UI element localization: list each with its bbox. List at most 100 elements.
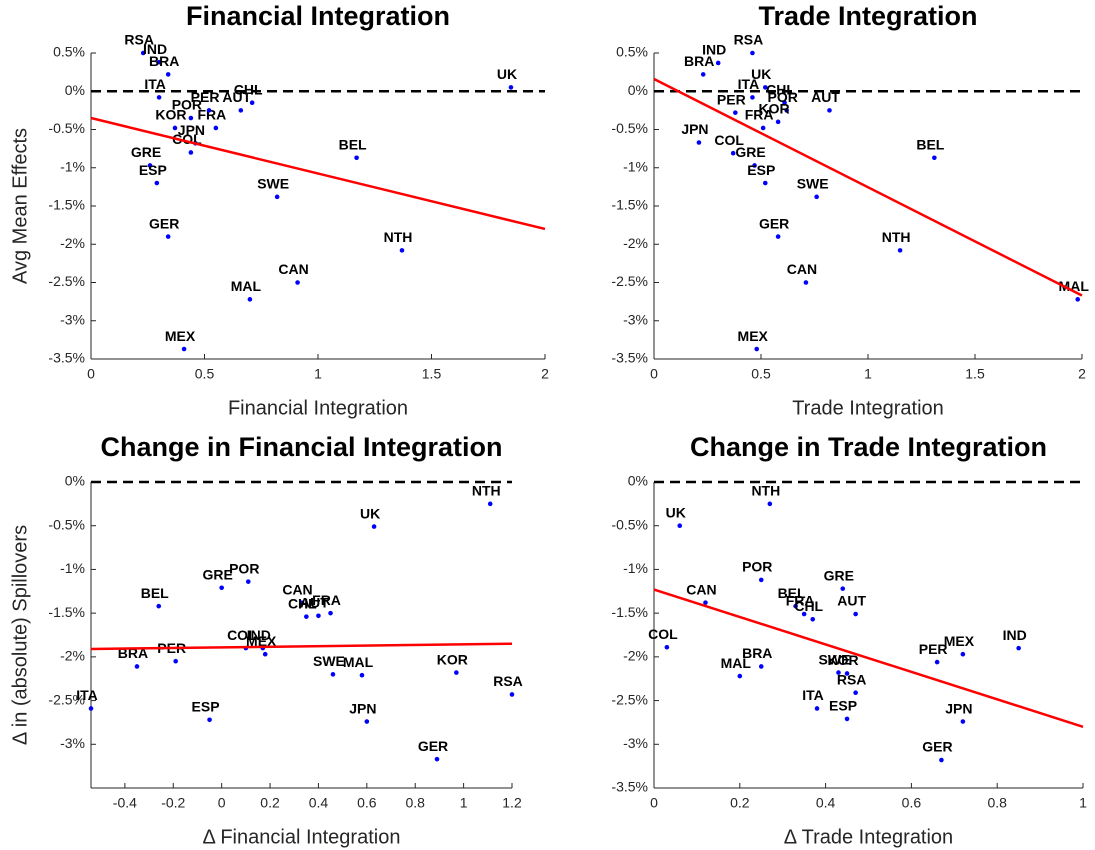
data-point	[960, 651, 966, 657]
y-tick-label: -3%	[60, 311, 85, 327]
point-label: FRA	[786, 593, 815, 609]
data-point	[715, 60, 721, 66]
point-label: CHL	[288, 595, 317, 611]
data-point	[696, 140, 702, 145]
data-point	[775, 234, 781, 239]
data-point	[754, 346, 760, 352]
data-point	[487, 501, 493, 507]
x-tick-label: 0.8	[405, 795, 425, 811]
subplot: Change in Trade Integration Δ Trade Integ…	[611, 432, 1087, 848]
point-label: GER	[149, 215, 179, 231]
data-point	[853, 690, 858, 696]
point-label: COL	[714, 132, 744, 148]
data-point	[1016, 645, 1021, 651]
data-point	[803, 280, 809, 285]
point-label: MAL	[231, 278, 262, 294]
x-tick-label: 0	[87, 366, 95, 382]
data-point	[762, 180, 768, 186]
data-point	[165, 234, 171, 239]
x-tick-label: 0	[218, 795, 226, 811]
subplot: Financial Integration Financial Integrati…	[9, 1, 549, 419]
point-label: MEX	[165, 328, 196, 344]
x-tick-label: -0.2	[161, 795, 185, 811]
data-point	[364, 719, 370, 724]
x-tick-label: 0.8	[987, 795, 1007, 811]
data-point	[88, 706, 94, 711]
point-label: RSA	[493, 673, 523, 689]
point-label: KOR	[759, 101, 790, 117]
x-tick-label: 0.2	[730, 795, 750, 811]
x-axis-label: Δ Financial Integration	[203, 826, 401, 848]
data-point	[262, 651, 268, 657]
data-point	[752, 163, 757, 168]
x-tick-label: 1.2	[502, 795, 522, 811]
point-label: ITA	[802, 687, 824, 703]
point-label: JPN	[681, 121, 708, 137]
x-tick-label: 0.6	[357, 795, 377, 811]
point-label: RSA	[734, 32, 764, 48]
data-point	[316, 613, 321, 619]
data-point	[371, 524, 377, 529]
point-label: SWE	[819, 651, 851, 667]
point-label: MAL	[1059, 278, 1090, 294]
data-point	[737, 673, 743, 679]
x-tick-label: 1	[460, 795, 468, 811]
point-label: GER	[922, 739, 952, 755]
point-label: RSA	[124, 32, 154, 48]
point-label: ESP	[747, 162, 775, 178]
y-tick-label: -1%	[623, 158, 648, 174]
y-axis-label: Avg Mean Effects	[9, 128, 31, 284]
data-point	[762, 85, 768, 90]
data-point	[508, 85, 514, 90]
x-tick-label: 1	[864, 366, 872, 382]
y-tick-label: -0.5%	[48, 120, 85, 136]
point-label: IND	[702, 42, 726, 58]
fit-line	[90, 116, 546, 231]
data-point	[434, 756, 440, 762]
data-point	[814, 706, 820, 711]
data-point	[188, 115, 194, 121]
point-label: CHL	[766, 81, 795, 97]
data-point	[206, 108, 212, 113]
point-label: AUT	[811, 89, 840, 105]
data-point	[399, 248, 405, 253]
data-point	[844, 716, 850, 722]
data-point	[328, 610, 333, 616]
data-point	[147, 163, 153, 168]
x-tick-label: -0.4	[113, 795, 137, 811]
y-tick-label: -3.5%	[611, 350, 648, 366]
point-label: NTH	[472, 483, 501, 499]
point-label: BRA	[742, 645, 772, 661]
point-label: BRA	[149, 53, 179, 69]
y-tick-label: -1.5%	[611, 197, 648, 213]
data-point	[782, 100, 787, 106]
point-label: GRE	[824, 567, 854, 583]
point-label: RSA	[837, 671, 867, 687]
x-tick-label: 0	[650, 366, 658, 382]
x-tick-label: 2	[1078, 366, 1086, 382]
data-point	[165, 72, 171, 77]
y-tick-label: 0%	[65, 82, 85, 98]
y-tick-label: 0%	[628, 82, 648, 98]
point-label: AUT	[222, 89, 251, 105]
chart-title: Change in Trade Integration	[690, 432, 1047, 462]
data-point	[330, 672, 336, 677]
data-point	[304, 614, 309, 619]
point-label: POR	[768, 89, 798, 105]
point-label: GRE	[131, 144, 161, 160]
data-point	[172, 125, 178, 131]
x-tick-label: 0	[650, 795, 658, 811]
point-label: UK	[666, 504, 686, 520]
point-label: ITA	[738, 76, 760, 92]
y-tick-label: -2.5%	[611, 273, 648, 289]
y-tick-label: 0.5%	[616, 44, 648, 60]
chart-title: Trade Integration	[758, 1, 977, 31]
point-label: ITA	[144, 76, 166, 92]
data-point	[827, 108, 832, 113]
data-point	[897, 248, 903, 253]
y-tick-label: -2.5%	[611, 691, 648, 707]
fit-line	[90, 642, 513, 651]
data-point	[140, 50, 146, 56]
y-tick-label: -1%	[60, 158, 85, 174]
y-tick-label: -0.5%	[48, 516, 85, 532]
